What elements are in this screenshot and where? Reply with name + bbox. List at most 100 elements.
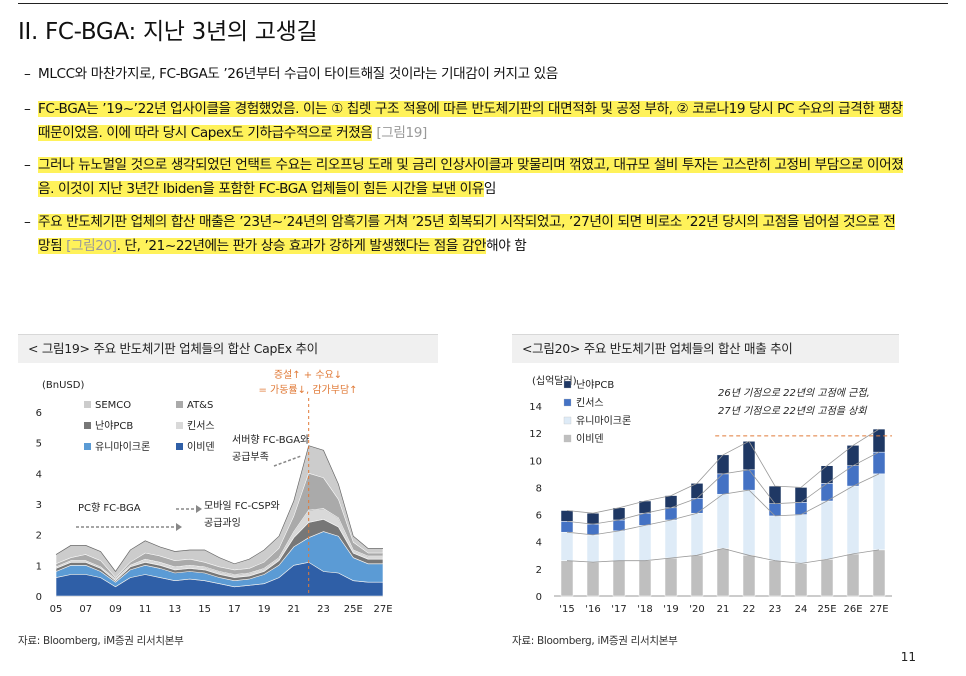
bullet-dash: – (24, 157, 31, 173)
figure-20-source: 자료: Bloomberg, iM증권 리서치본부 (512, 635, 678, 647)
bullet-tail: 해야 함 (486, 238, 527, 254)
bullet-3: – 그러나 뉴노멀일 것으로 생각되었던 언택트 수요는 리오프닝 도래 및 금… (24, 153, 904, 201)
bar-segment-유니마이크론 (586, 534, 600, 563)
bar-segment-유니마이크론 (846, 485, 860, 555)
highlighted-text: . 단, ’21~22년에는 판가 상승 효과가 강하게 발생했다는 점을 감안 (116, 238, 487, 254)
bar-segment-킨서스 (664, 507, 678, 521)
y-tick-label: 4 (36, 469, 42, 480)
bar-segment-킨서스 (872, 451, 886, 475)
y-tick-label: 0 (36, 592, 42, 603)
x-tick-label: 25E (817, 604, 836, 615)
x-tick-label: 25E (344, 604, 363, 615)
legend-swatch (84, 401, 91, 408)
legend-swatch (176, 422, 183, 429)
bullet-text: MLCC와 마찬가지로, FC-BGA도 ’26년부터 수급이 타이트해질 것이… (38, 66, 558, 82)
bar-segment-난야PCB (638, 500, 652, 514)
x-tick-label: 22 (743, 604, 756, 615)
bar-segment-유니마이크론 (820, 500, 834, 560)
annotation-demand: 증설↑ + 수요↓ (274, 369, 342, 381)
bar-segment-킨서스 (742, 469, 756, 491)
x-tick-label: 13 (169, 604, 182, 615)
legend-swatch (563, 434, 572, 443)
bar-segment-이비덴 (742, 555, 756, 597)
bullet-dash: – (24, 101, 31, 117)
bar-segment-킨서스 (560, 521, 574, 533)
legend-swatch (84, 422, 91, 429)
annotation-mobile-1: 모바일 FC-CSP와 (204, 500, 280, 512)
bullet-dash: – (24, 214, 31, 230)
y-tick-label: 6 (536, 511, 542, 522)
bar-segment-유니마이크론 (560, 531, 574, 561)
bar-segment-유니마이크론 (794, 514, 808, 564)
figure-reference: [그림19] (372, 125, 427, 141)
bar-segment-이비덴 (638, 560, 652, 597)
x-tick-label: '16 (585, 604, 600, 615)
legend-swatch (563, 398, 572, 407)
bar-segment-이비덴 (690, 555, 704, 597)
y-tick-label: 10 (529, 456, 542, 467)
x-tick-label: 09 (109, 604, 122, 615)
bar-segment-유니마이크론 (664, 519, 678, 559)
bar-segment-킨서스 (638, 512, 652, 526)
bar-segment-이비덴 (560, 560, 574, 597)
y-tick-label: 14 (529, 402, 542, 413)
figure-19-source: 자료: Bloomberg, iM증권 리서치본부 (18, 635, 184, 647)
figure-19-title: < 그림19> 주요 반도체기판 업체들의 합산 CapEx 추이 (18, 334, 438, 363)
legend-label: 킨서스 (576, 397, 604, 409)
legend-label: 킨서스 (187, 420, 215, 432)
bar-segment-킨서스 (612, 519, 626, 532)
bar-segment-난야PCB (742, 441, 756, 471)
bar-segment-난야PCB (716, 454, 730, 475)
bar-segment-이비덴 (820, 559, 834, 597)
y-tick-label: 1 (36, 561, 42, 572)
connector-line (566, 473, 880, 536)
bar-segment-이비덴 (586, 561, 600, 597)
bar-segment-난야PCB (768, 485, 782, 504)
bar-segment-킨서스 (716, 473, 730, 495)
bar-segment-킨서스 (690, 498, 704, 514)
bar-segment-난야PCB (612, 507, 626, 521)
annotation-line-1: 26년 기점으로 22년의 고점에 근접, (718, 387, 870, 399)
legend-label: 난야PCB (576, 379, 614, 391)
x-tick-label: '19 (663, 604, 678, 615)
y-tick-label: 6 (36, 408, 42, 419)
bar-segment-이비덴 (612, 560, 626, 597)
annotation-pc-arrowhead (176, 523, 182, 531)
x-tick-label: 23 (317, 604, 330, 615)
bar-segment-유니마이크론 (872, 473, 886, 551)
x-tick-label: 26E (843, 604, 862, 615)
x-tick-label: '20 (689, 604, 704, 615)
x-tick-label: 19 (258, 604, 271, 615)
bar-segment-이비덴 (768, 560, 782, 597)
top-rule (18, 3, 948, 4)
area-top-line-SEMCO (55, 445, 383, 573)
x-tick-label: 27E (869, 604, 888, 615)
bar-segment-유니마이크론 (742, 489, 756, 556)
y-tick-label: 3 (36, 500, 42, 511)
legend-label: AT&S (187, 400, 213, 411)
bullet-dash: – (24, 66, 31, 82)
bullet-1: – MLCC와 마찬가지로, FC-BGA도 ’26년부터 수급이 타이트해질 … (24, 62, 904, 86)
x-tick-label: 23 (769, 604, 782, 615)
x-tick-label: 05 (50, 604, 63, 615)
y-tick-label: 4 (536, 538, 542, 549)
legend-label: 유니마이크론 (576, 415, 631, 427)
annotation-utilization: = 가동률↓, 감가부담↑ (258, 384, 357, 396)
connector-line (566, 428, 880, 514)
bar-segment-유니마이크론 (716, 493, 730, 549)
bullet-2: – FC-BGA는 ’19~’22년 업사이클을 경험했었음. 이는 ① 칩렛 … (24, 97, 904, 145)
annotation-mobile-arrowhead (196, 505, 202, 513)
x-tick-label: 15 (198, 604, 211, 615)
legend-swatch (563, 416, 572, 425)
bar-segment-유니마이크론 (768, 515, 782, 561)
bar-segment-난야PCB (586, 512, 600, 525)
bar-segment-이비덴 (872, 549, 886, 597)
bar-segment-이비덴 (846, 553, 860, 597)
legend-swatch (176, 401, 183, 408)
annotation-pc: PC향 FC-BGA (78, 502, 141, 514)
legend-label: 이비덴 (187, 441, 215, 453)
bar-segment-난야PCB (560, 510, 574, 522)
figure-20: <그림20> 주요 반도체기판 업체들의 합산 매출 추이 (십억달러) 0 2 4 6… (512, 334, 899, 634)
page-title: II. FC-BGA: 지난 3년의 고생길 (18, 19, 318, 45)
